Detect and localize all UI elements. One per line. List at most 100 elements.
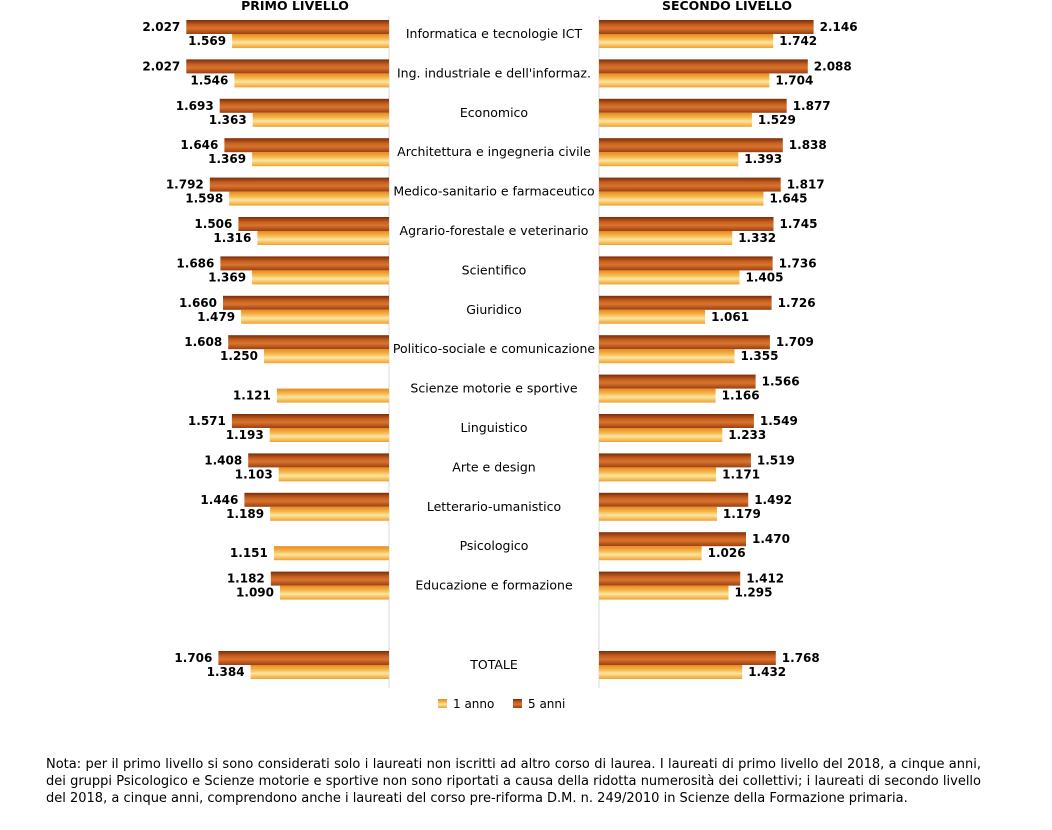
value-label-secondo-5-anni-letterario-umanistico: 1.492 — [754, 493, 792, 507]
bar-secondo-1-anno-politico-sociale-e-comunicazione — [599, 349, 735, 364]
value-label-secondo-5-anni-arte-e-design: 1.519 — [757, 453, 795, 467]
value-label-primo-5-anni-educazione-e-formazione: 1.182 — [227, 572, 265, 586]
bar-primo-5-anni-ing-industriale-e-dell-informaz — [186, 59, 389, 74]
value-label-secondo-5-anni-totale: 1.768 — [782, 651, 820, 665]
value-label-secondo-1-anno-scientifico: 1.405 — [746, 270, 784, 284]
bar-primo-5-anni-giuridico — [223, 295, 389, 310]
value-label-primo-5-anni-letterario-umanistico: 1.446 — [200, 493, 238, 507]
bar-secondo-5-anni-totale — [599, 651, 776, 665]
category-label-totale: TOTALE — [469, 657, 518, 672]
category-label-agrario-forestale-e-veterinario: Agrario-forestale e veterinario — [400, 223, 589, 238]
bar-secondo-1-anno-architettura-e-ingegneria-civile — [599, 152, 739, 167]
bar-secondo-1-anno-giuridico — [599, 309, 706, 324]
bar-primo-1-anno-ing-industriale-e-dell-informaz — [234, 73, 389, 88]
value-label-secondo-1-anno-giuridico: 1.061 — [711, 310, 749, 324]
category-label-psicologico: Psicologico — [460, 538, 529, 553]
legend: 1 anno 5 anni — [438, 697, 565, 711]
value-label-secondo-5-anni-agrario-forestale-e-veterinario: 1.745 — [780, 217, 818, 231]
bar-primo-1-anno-economico — [252, 112, 389, 127]
value-label-primo-5-anni-architettura-e-ingegneria-civile: 1.646 — [180, 138, 218, 152]
value-label-primo-1-anno-giuridico: 1.479 — [197, 310, 235, 324]
bar-primo-5-anni-agrario-forestale-e-veterinario — [238, 217, 389, 231]
bar-secondo-1-anno-letterario-umanistico — [599, 506, 717, 521]
bar-secondo-1-anno-linguistico — [599, 428, 723, 442]
category-label-scienze-motorie-e-sportive: Scienze motorie e sportive — [410, 381, 577, 396]
value-label-primo-1-anno-medico-sanitario-e-farmaceutico: 1.598 — [185, 192, 223, 206]
bar-secondo-1-anno-scientifico — [599, 270, 740, 285]
category-label-linguistico: Linguistico — [460, 420, 527, 435]
bar-secondo-1-anno-psicologico — [599, 546, 702, 561]
bar-primo-1-anno-medico-sanitario-e-farmaceutico — [229, 191, 389, 206]
value-label-secondo-1-anno-letterario-umanistico: 1.179 — [723, 507, 761, 521]
bar-primo-1-anno-giuridico — [241, 309, 389, 324]
bar-primo-5-anni-letterario-umanistico — [244, 492, 389, 507]
bar-primo-5-anni-economico — [219, 98, 389, 113]
value-label-primo-1-anno-agrario-forestale-e-veterinario: 1.316 — [213, 231, 251, 245]
value-label-primo-5-anni-ing-industriale-e-dell-informaz: 2.027 — [142, 59, 180, 73]
bar-secondo-5-anni-informatica-e-tecnologie-ict — [599, 20, 814, 34]
category-label-scientifico: Scientifico — [462, 262, 527, 277]
category-label-medico-sanitario-e-farmaceutico: Medico-sanitario e farmaceutico — [393, 184, 594, 199]
bar-secondo-1-anno-scienze-motorie-e-sportive — [599, 388, 716, 403]
panel-title-secondo: SECONDO LIVELLO — [662, 0, 792, 13]
bar-primo-1-anno-educazione-e-formazione — [280, 585, 389, 600]
legend-label-1-anno: 1 anno — [453, 697, 494, 711]
bar-secondo-5-anni-giuridico — [599, 295, 772, 310]
bar-secondo-5-anni-ing-industriale-e-dell-informaz — [599, 59, 808, 74]
category-label-economico: Economico — [460, 105, 528, 120]
category-label-politico-sociale-e-comunicazione: Politico-sociale e comunicazione — [393, 341, 595, 356]
value-label-primo-1-anno-totale: 1.384 — [207, 665, 245, 679]
value-label-primo-1-anno-politico-sociale-e-comunicazione: 1.250 — [220, 349, 258, 363]
bar-primo-1-anno-letterario-umanistico — [270, 506, 389, 521]
bar-secondo-1-anno-ing-industriale-e-dell-informaz — [599, 73, 770, 88]
value-label-secondo-1-anno-economico: 1.529 — [758, 113, 796, 127]
category-label-letterario-umanistico: Letterario-umanistico — [427, 499, 561, 514]
value-label-secondo-1-anno-medico-sanitario-e-farmaceutico: 1.645 — [770, 192, 808, 206]
bar-secondo-1-anno-educazione-e-formazione — [599, 585, 729, 600]
bar-primo-5-anni-medico-sanitario-e-farmaceutico — [209, 177, 389, 192]
bar-primo-5-anni-informatica-e-tecnologie-ict — [186, 20, 389, 34]
bar-chart: PRIMO LIVELLO SECONDO LIVELLO Informatic… — [142, 0, 857, 711]
value-label-primo-1-anno-scientifico: 1.369 — [208, 270, 246, 284]
value-label-primo-1-anno-linguistico: 1.193 — [226, 428, 264, 442]
bar-secondo-1-anno-informatica-e-tecnologie-ict — [599, 34, 774, 48]
bar-primo-1-anno-linguistico — [269, 428, 389, 442]
value-label-secondo-5-anni-politico-sociale-e-comunicazione: 1.709 — [776, 335, 814, 349]
bar-secondo-1-anno-medico-sanitario-e-farmaceutico — [599, 191, 764, 206]
value-label-primo-5-anni-informatica-e-tecnologie-ict: 2.027 — [142, 20, 180, 34]
bar-primo-1-anno-informatica-e-tecnologie-ict — [232, 34, 389, 48]
bar-secondo-5-anni-politico-sociale-e-comunicazione — [599, 335, 770, 350]
bar-secondo-5-anni-agrario-forestale-e-veterinario — [599, 217, 774, 231]
value-label-primo-5-anni-agrario-forestale-e-veterinario: 1.506 — [194, 217, 232, 231]
value-label-primo-5-anni-totale: 1.706 — [174, 651, 212, 665]
value-label-primo-1-anno-economico: 1.363 — [209, 113, 247, 127]
value-label-secondo-1-anno-ing-industriale-e-dell-informaz: 1.704 — [775, 73, 813, 87]
value-label-secondo-1-anno-totale: 1.432 — [748, 665, 786, 679]
value-label-secondo-1-anno-psicologico: 1.026 — [708, 546, 746, 560]
value-label-primo-1-anno-arte-e-design: 1.103 — [235, 467, 273, 481]
value-label-primo-5-anni-economico: 1.693 — [176, 99, 214, 113]
bar-primo-5-anni-politico-sociale-e-comunicazione — [228, 335, 389, 350]
bar-secondo-5-anni-arte-e-design — [599, 453, 751, 468]
bar-primo-1-anno-totale — [250, 665, 389, 679]
value-label-primo-1-anno-educazione-e-formazione: 1.090 — [236, 586, 274, 600]
category-label-ing-industriale-e-dell-informaz: Ing. industriale e dell'informaz. — [397, 65, 591, 80]
bar-primo-1-anno-scienze-motorie-e-sportive — [276, 388, 389, 403]
value-label-secondo-5-anni-economico: 1.877 — [793, 99, 831, 113]
value-label-secondo-5-anni-informatica-e-tecnologie-ict: 2.146 — [820, 20, 858, 34]
bar-secondo-1-anno-economico — [599, 112, 752, 127]
category-label-educazione-e-formazione: Educazione e formazione — [415, 578, 573, 593]
value-label-secondo-5-anni-architettura-e-ingegneria-civile: 1.838 — [789, 138, 827, 152]
bar-secondo-5-anni-letterario-umanistico — [599, 492, 749, 507]
value-label-primo-1-anno-informatica-e-tecnologie-ict: 1.569 — [188, 34, 226, 48]
value-label-primo-1-anno-letterario-umanistico: 1.189 — [226, 507, 264, 521]
value-label-secondo-1-anno-arte-e-design: 1.171 — [722, 467, 760, 481]
bar-secondo-1-anno-totale — [599, 665, 743, 679]
bar-primo-5-anni-totale — [218, 651, 389, 665]
bar-primo-1-anno-arte-e-design — [278, 467, 389, 482]
bar-primo-1-anno-psicologico — [273, 546, 389, 561]
value-label-secondo-1-anno-politico-sociale-e-comunicazione: 1.355 — [741, 349, 779, 363]
category-label-arte-e-design: Arte e design — [452, 459, 535, 474]
value-label-secondo-1-anno-architettura-e-ingegneria-civile: 1.393 — [744, 152, 782, 166]
